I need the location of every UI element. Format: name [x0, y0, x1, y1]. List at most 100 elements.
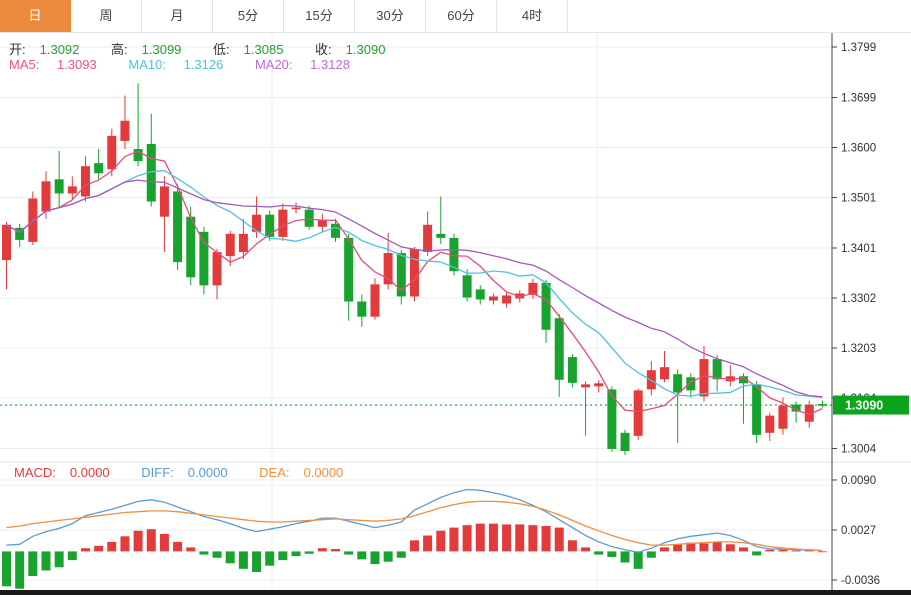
candle [791, 404, 801, 412]
diff-line [6, 488, 823, 553]
candle [94, 163, 104, 174]
candle [173, 191, 183, 263]
macd-histogram-bar [331, 549, 340, 552]
timeframe-tabbar: 日 周 月 5分 15分 30分 60分 4时 [0, 0, 911, 33]
candle [278, 209, 288, 237]
candle [120, 120, 130, 141]
high-value: 1.3099 [141, 42, 182, 57]
macd-histogram-bar [554, 527, 564, 552]
macd-histogram-bar [15, 551, 25, 589]
price-axis-label: 1.3799 [841, 42, 876, 54]
candle [567, 357, 577, 383]
macd-histogram-bar [660, 547, 669, 552]
macd-histogram-bar [41, 551, 51, 571]
candle [80, 166, 90, 197]
candle [660, 367, 669, 380]
macd-axis-label: 0.0027 [841, 525, 876, 537]
candle [146, 143, 156, 202]
macd-histogram-bar [791, 550, 801, 552]
price-axis-label: 1.3600 [841, 142, 876, 154]
macd-histogram-bar [80, 548, 90, 552]
diff-label: DIFF: [141, 465, 174, 480]
macd-histogram-bar [449, 527, 459, 552]
macd-axis-label: 0.0090 [841, 475, 876, 487]
ma5-value: 1.3093 [56, 57, 97, 72]
macd-histogram-bar [488, 523, 498, 552]
tab-day[interactable]: 日 [0, 0, 71, 32]
tab-15min[interactable]: 15分 [284, 0, 355, 32]
tab-60min[interactable]: 60分 [426, 0, 497, 32]
macd-histogram-bar [159, 533, 169, 552]
candle [765, 415, 775, 433]
dea-label: DEA: [259, 465, 290, 480]
candle [436, 233, 446, 238]
candle [186, 216, 196, 278]
macd-histogram-bar [199, 551, 209, 555]
diff-value: 0.0000 [187, 465, 228, 480]
candle [396, 253, 406, 297]
macd-axis-label: -0.0036 [841, 575, 880, 587]
price-axis-label: 1.3302 [841, 293, 876, 305]
ma20-line [6, 179, 823, 398]
candle [238, 233, 248, 253]
low-value: 1.3085 [243, 42, 284, 57]
tab-week[interactable]: 周 [71, 0, 142, 32]
candle [357, 301, 367, 317]
candle [554, 318, 564, 380]
macd-histogram-bar [817, 551, 827, 553]
candle [41, 181, 51, 212]
macd-histogram-bar [646, 551, 656, 558]
candle [344, 237, 354, 302]
macd-histogram-bar [620, 551, 630, 563]
macd-histogram-bar [120, 536, 130, 552]
candle [581, 384, 591, 388]
price-axis-label: 1.3203 [841, 343, 876, 355]
macd-histogram-bar [225, 551, 235, 564]
close-label: 收: [315, 42, 332, 57]
candle [475, 289, 485, 300]
macd-histogram-bar [28, 551, 38, 577]
macd-histogram-bar [567, 540, 577, 552]
macd-histogram-bar [409, 540, 419, 552]
current-price-badge [833, 395, 909, 415]
macd-histogram-bar [633, 551, 643, 569]
macd-histogram-bar [278, 551, 288, 561]
candle [633, 390, 643, 436]
price-axis-label: 1.3501 [841, 192, 876, 204]
dea-line [6, 500, 823, 552]
price-axis-label: 1.3004 [841, 443, 877, 455]
macd-histogram-bar [502, 524, 512, 552]
macd-histogram-bar [396, 551, 406, 558]
open-value: 1.3092 [39, 42, 80, 57]
candle [594, 383, 604, 387]
ma20-value: 1.3128 [310, 57, 350, 72]
macd-histogram-bar [344, 551, 354, 555]
candle [712, 359, 722, 380]
candle [199, 231, 209, 286]
macd-histogram-bar [475, 523, 485, 552]
bottom-scroll-bar [0, 590, 911, 595]
candle [265, 214, 275, 237]
candle [133, 149, 143, 162]
macd-histogram-bar [607, 551, 617, 557]
tab-month[interactable]: 月 [142, 0, 213, 32]
candle [778, 405, 788, 429]
candle [331, 223, 340, 238]
candle [699, 359, 709, 397]
macd-histogram-bar [107, 541, 117, 552]
candle [620, 432, 630, 451]
open-label: 开: [9, 42, 26, 57]
macd-label: MACD: [14, 465, 56, 480]
candle [752, 384, 762, 435]
tab-30min[interactable]: 30分 [355, 0, 426, 32]
candle [225, 233, 235, 257]
macd-histogram-bar [423, 535, 433, 552]
tab-4hour[interactable]: 4时 [497, 0, 568, 32]
candle [673, 374, 683, 393]
macd-histogram-bar [765, 549, 775, 552]
current-price-badge-label: 1.3090 [845, 399, 883, 413]
macd-histogram-bar [370, 551, 380, 565]
candle [409, 249, 419, 297]
tab-5min[interactable]: 5分 [213, 0, 284, 32]
